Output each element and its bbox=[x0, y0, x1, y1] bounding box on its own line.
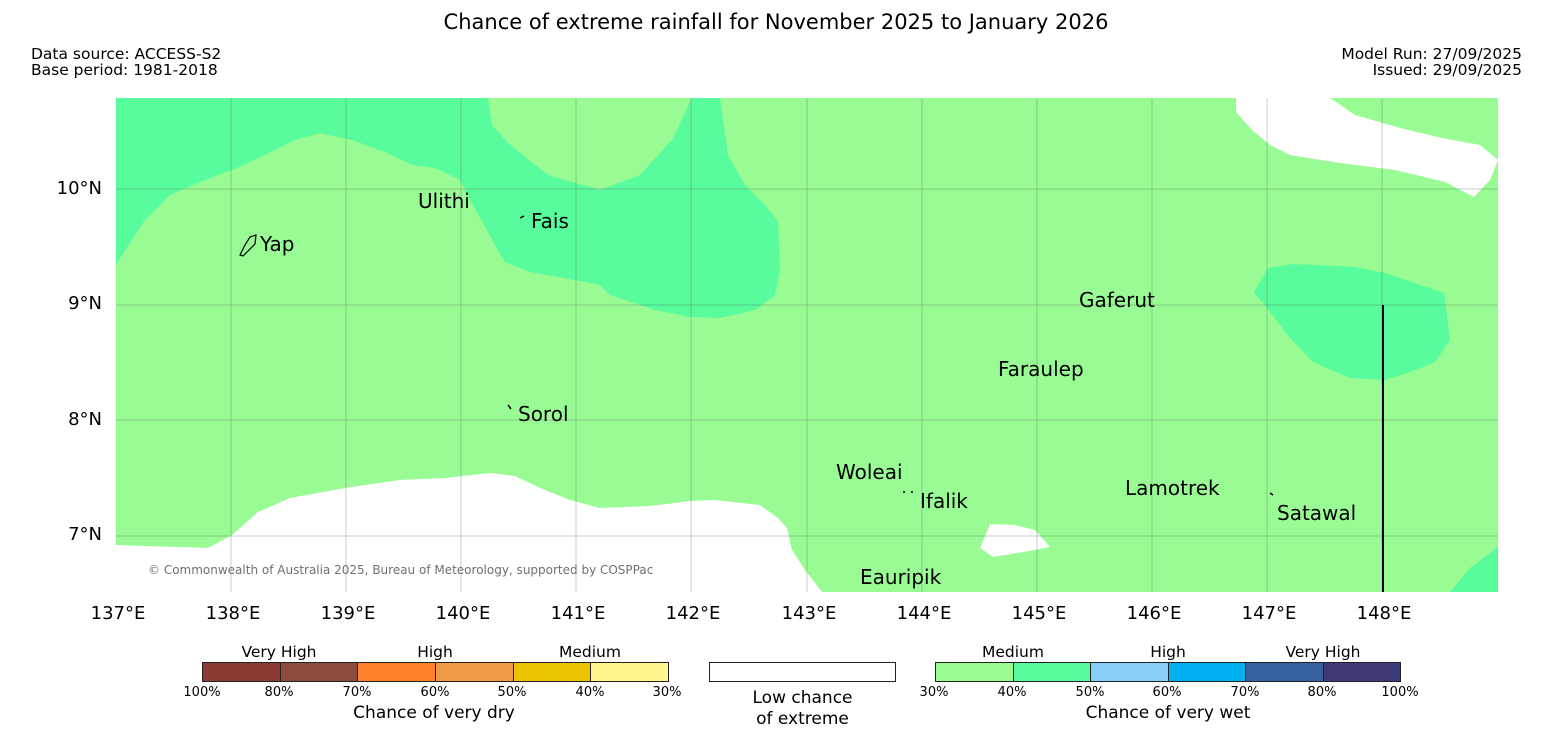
wet-tick-50: 50% bbox=[1075, 685, 1105, 700]
lon-label-140e: 140°E bbox=[435, 603, 491, 624]
wet-swatch-1 bbox=[1013, 663, 1091, 681]
map-title: Chance of extreme rainfall for November … bbox=[443, 10, 1109, 34]
place-label-faraulep: Faraulep bbox=[998, 357, 1084, 381]
wet-swatch-3 bbox=[1168, 663, 1246, 681]
wet-tick-60: 60% bbox=[1152, 685, 1182, 700]
run-info: Model Run: 27/09/2025 Issued: 29/09/2025 bbox=[1341, 46, 1522, 78]
wet-legend-title: Chance of very wet bbox=[1085, 703, 1251, 723]
lon-label-148e: 148°E bbox=[1356, 603, 1412, 624]
lon-label-142e: 142°E bbox=[665, 603, 721, 624]
lat-label-10n: 10°N bbox=[56, 178, 102, 199]
south-low-chance-region bbox=[116, 473, 822, 592]
wet-category-medium: Medium bbox=[982, 643, 1044, 661]
fais-island-shape bbox=[519, 215, 525, 219]
wet-category-high: High bbox=[1150, 643, 1186, 661]
place-label-yap: Yap bbox=[260, 232, 295, 256]
dry-swatch-0 bbox=[203, 663, 281, 681]
place-label-lamotrek: Lamotrek bbox=[1125, 476, 1220, 500]
source-info: Data source: ACCESS-S2 Base period: 1981… bbox=[31, 46, 221, 78]
dry-category-very-high: Very High bbox=[241, 643, 317, 661]
issued-date: Issued: 29/09/2025 bbox=[1372, 61, 1522, 79]
lon-label-141e: 141°E bbox=[550, 603, 606, 624]
low-chance-label-line1: Low chance bbox=[752, 688, 853, 708]
upper-left-40-50-region bbox=[116, 98, 780, 318]
lat-label-9n: 9°N bbox=[68, 293, 102, 314]
data-source: Data source: ACCESS-S2 bbox=[31, 45, 222, 63]
lon-label-144e: 144°E bbox=[896, 603, 952, 624]
dry-swatch-3 bbox=[436, 663, 514, 681]
place-label-gaferut: Gaferut bbox=[1079, 288, 1155, 312]
wet-colorbar bbox=[935, 662, 1401, 682]
place-label-ifalik: Ifalik bbox=[920, 489, 968, 513]
low-chance-label-line2: of extreme bbox=[756, 709, 849, 729]
dry-tick-50: 50% bbox=[497, 685, 527, 700]
place-label-ulithi: Ulithi bbox=[418, 189, 470, 213]
place-label-satawal: Satawal bbox=[1277, 501, 1357, 525]
wet-tick-30: 30% bbox=[919, 685, 949, 700]
east-40-50-region bbox=[1254, 264, 1450, 380]
wet-swatch-2 bbox=[1091, 663, 1169, 681]
wet-tick-80: 80% bbox=[1307, 685, 1337, 700]
wet-swatch-5 bbox=[1323, 663, 1400, 681]
dry-tick-60: 60% bbox=[420, 685, 450, 700]
lon-label-147e: 147°E bbox=[1241, 603, 1297, 624]
wet-category-very-high: Very High bbox=[1285, 643, 1361, 661]
northeast-low-chance-region bbox=[1236, 98, 1498, 197]
wet-tick-100: 100% bbox=[1381, 685, 1419, 700]
satawal-island-shape bbox=[1269, 492, 1274, 496]
lon-label-143e: 143°E bbox=[781, 603, 837, 624]
dry-swatch-4 bbox=[513, 663, 592, 681]
lon-label-139e: 139°E bbox=[320, 603, 376, 624]
low-chance-swatch bbox=[709, 662, 896, 682]
dry-swatch-5 bbox=[591, 663, 669, 681]
lat-label-7n: 7°N bbox=[68, 524, 102, 545]
dry-legend-title: Chance of very dry bbox=[353, 703, 515, 723]
model-run: Model Run: 27/09/2025 bbox=[1341, 45, 1522, 63]
wet-swatch-0 bbox=[936, 663, 1014, 681]
southeast-40-50-region bbox=[1450, 547, 1498, 592]
small-low-chance-region bbox=[980, 524, 1050, 557]
dry-category-medium: Medium bbox=[559, 643, 621, 661]
lon-label-137e: 137°E bbox=[90, 603, 146, 624]
dry-category-high: High bbox=[417, 643, 453, 661]
place-label-eauripik: Eauripik bbox=[860, 565, 942, 589]
dry-tick-40: 40% bbox=[575, 685, 605, 700]
yap-island-shape bbox=[239, 234, 257, 257]
dry-tick-100: 100% bbox=[183, 685, 221, 700]
place-label-sorol: Sorol bbox=[518, 402, 569, 426]
wet-tick-70: 70% bbox=[1230, 685, 1260, 700]
lon-label-138e: 138°E bbox=[205, 603, 261, 624]
copyright-notice: © Commonwealth of Australia 2025, Bureau… bbox=[148, 563, 654, 577]
dry-tick-70: 70% bbox=[342, 685, 372, 700]
base-period: Base period: 1981-2018 bbox=[31, 61, 218, 79]
wet-tick-40: 40% bbox=[997, 685, 1027, 700]
dry-tick-30: 30% bbox=[652, 685, 682, 700]
dry-swatch-2 bbox=[358, 663, 437, 681]
place-label-woleai: Woleai bbox=[836, 460, 903, 484]
wet-swatch-4 bbox=[1246, 663, 1324, 681]
place-label-fais: Fais bbox=[531, 209, 569, 233]
lon-label-145e: 145°E bbox=[1011, 603, 1067, 624]
dry-swatch-1 bbox=[280, 663, 359, 681]
lat-label-8n: 8°N bbox=[68, 409, 102, 430]
sorol-island-shape bbox=[507, 404, 512, 410]
dry-colorbar bbox=[202, 662, 669, 682]
lon-label-146e: 146°E bbox=[1126, 603, 1182, 624]
dry-tick-80: 80% bbox=[264, 685, 294, 700]
low-chance-label: Low chance of extreme bbox=[709, 688, 896, 730]
